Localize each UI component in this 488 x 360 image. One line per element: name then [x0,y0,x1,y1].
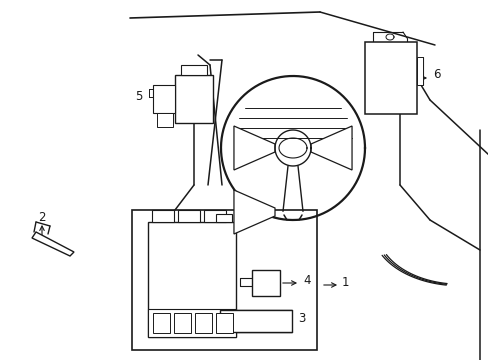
Text: 1: 1 [341,275,349,288]
Bar [251,270,280,296]
Bar [216,313,232,333]
Bar [148,222,236,337]
Polygon shape [233,126,274,170]
Bar [152,210,174,222]
Text: 5: 5 [135,90,142,103]
Bar [181,65,206,75]
Bar [416,57,422,85]
Bar [153,313,170,333]
Bar [364,42,416,114]
Bar [174,313,191,333]
Bar [220,310,291,332]
Bar [178,210,200,222]
Bar [157,113,173,127]
Bar [195,313,212,333]
Text: 6: 6 [432,68,440,81]
Text: 4: 4 [303,274,310,287]
Polygon shape [233,190,274,234]
Polygon shape [310,126,351,170]
Bar [148,309,236,337]
Bar [132,210,316,350]
Text: 3: 3 [297,311,305,324]
Text: 2: 2 [38,211,45,225]
Bar [203,210,225,222]
Bar [216,214,231,222]
Polygon shape [32,232,74,256]
Bar [175,75,213,123]
Bar [153,85,175,113]
